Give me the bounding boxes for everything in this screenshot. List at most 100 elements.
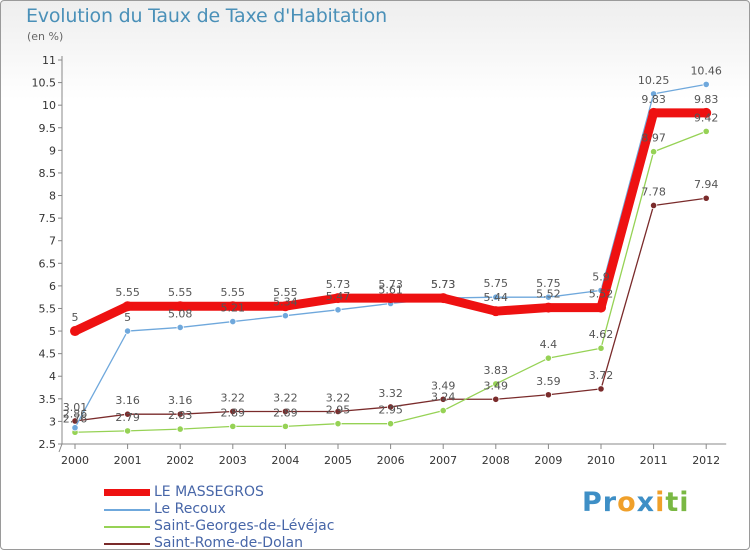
proxiti-logo: Proxiti <box>582 487 690 518</box>
x-tick-label: 2004 <box>271 454 299 467</box>
x-tick-label: 2009 <box>534 454 562 467</box>
axis-break <box>58 443 63 453</box>
data-label: 9.83 <box>694 93 719 106</box>
data-point <box>702 194 710 202</box>
data-label: 5.73 <box>326 278 351 291</box>
data-point <box>124 410 132 418</box>
x-tick-label: 2011 <box>640 454 668 467</box>
data-label: 5.75 <box>484 277 509 290</box>
y-tick-label: 6.5 <box>39 257 57 270</box>
data-point <box>649 90 658 98</box>
data-label: 2.86 <box>63 408 88 421</box>
data-label: 3.49 <box>484 379 509 392</box>
legend-label: Le Recoux <box>154 501 226 517</box>
data-point <box>334 407 342 416</box>
y-axis-ticks: 2.5 3 3.5 4 4.5 5 5.5 6 6.5 7 7.5 8 8.5 9 9.5 10 10.5 11 <box>32 54 62 451</box>
data-point <box>334 420 342 428</box>
data-label: 2.95 <box>326 404 351 417</box>
legend-swatch <box>104 543 150 545</box>
legend-swatch <box>104 489 150 496</box>
data-label: 3.22 <box>326 391 351 404</box>
data-label: 3.24 <box>431 391 456 404</box>
data-point <box>334 306 342 314</box>
data-point <box>439 406 447 415</box>
data-label: 7.94 <box>694 178 719 191</box>
data-label: 2.76 <box>63 412 88 425</box>
data-label: 7.78 <box>641 185 666 198</box>
data-point <box>702 80 710 88</box>
legend-label: Saint-Georges-de-Lévéjac <box>154 518 335 534</box>
y-tick-label: 3.5 <box>39 393 57 406</box>
data-label: 3.83 <box>484 364 509 377</box>
data-label: 2.89 <box>273 406 298 419</box>
x-tick-label: 2003 <box>219 454 247 467</box>
data-point <box>597 344 605 352</box>
data-label: 5.75 <box>536 277 561 290</box>
data-point <box>439 395 447 403</box>
legend-label: Saint-Rome-de-Dolan <box>154 535 303 551</box>
data-label: 10.46 <box>690 64 722 77</box>
y-tick-label: 3 <box>49 415 56 428</box>
data-labels: 3.01 3.16 3.16 3.22 3.22 3.22 3.32 3.49 3.49 3.59… <box>63 64 722 425</box>
y-tick-label: 5.5 <box>39 302 57 315</box>
data-label: 5.52 <box>589 288 614 301</box>
y-tick-label: 6 <box>49 280 56 293</box>
x-tick-label: 2012 <box>692 454 720 467</box>
data-point <box>648 107 659 118</box>
data-label: 2.83 <box>168 409 193 422</box>
data-label: 5.55 <box>221 286 246 299</box>
data-point <box>492 380 500 388</box>
data-label: 5 <box>72 311 79 324</box>
line-chart: 2.533.544.555.566.577.588.599.51010.511 … <box>32 54 727 467</box>
data-label: 3.32 <box>378 387 403 400</box>
y-tick-label: 7 <box>49 235 56 248</box>
data-point <box>492 395 500 403</box>
data-label: 2.89 <box>221 406 246 419</box>
data-point <box>597 385 605 393</box>
data-point <box>176 410 184 418</box>
data-point <box>490 306 501 317</box>
data-point <box>649 201 658 210</box>
data-label: 3.22 <box>221 391 246 404</box>
data-point <box>176 323 184 332</box>
data-label: 3.01 <box>63 401 88 414</box>
data-point <box>701 107 712 118</box>
data-point <box>124 327 132 335</box>
data-label: 5.08 <box>168 307 193 320</box>
x-tick-label: 2008 <box>482 454 510 467</box>
data-label: 5.21 <box>221 302 246 315</box>
data-point <box>122 301 133 312</box>
y-tick-label: 8 <box>49 190 56 203</box>
y-tick-label: 2.5 <box>39 438 57 451</box>
data-label: 3.16 <box>168 394 193 407</box>
x-tick-label: 2001 <box>114 454 142 467</box>
y-tick-label: 9.5 <box>39 122 57 135</box>
data-point <box>227 301 238 312</box>
data-point <box>229 317 237 326</box>
data-point <box>438 293 449 304</box>
data-label: 5.73 <box>378 278 403 291</box>
data-label: 5.61 <box>378 284 403 297</box>
x-tick-label: 2005 <box>324 454 352 467</box>
x-tick-label: 2006 <box>377 454 405 467</box>
x-axis-ticks: 2000 2001 2002 2003 2004 2005 2006 2007 2008 2009… <box>61 444 720 467</box>
y-tick-label: 10.5 <box>32 77 57 90</box>
data-label: 2.95 <box>378 404 403 417</box>
data-label: 5.55 <box>168 286 193 299</box>
data-label: 5.34 <box>273 296 298 309</box>
legend-swatch <box>104 526 150 528</box>
data-point <box>124 427 132 435</box>
data-point <box>544 391 553 399</box>
data-label: 5.52 <box>536 288 561 301</box>
data-label: 3.49 <box>431 379 456 392</box>
data-label: 9.83 <box>641 93 666 106</box>
data-point <box>649 148 658 156</box>
data-point <box>71 424 79 432</box>
y-tick-label: 9 <box>49 144 56 157</box>
legend-label: LE MASSEGROS <box>154 484 264 500</box>
data-label: 5.47 <box>326 290 351 303</box>
data-point <box>175 301 186 312</box>
data-label: 5.9 <box>592 270 610 283</box>
y-tick-label: 10 <box>42 99 56 112</box>
